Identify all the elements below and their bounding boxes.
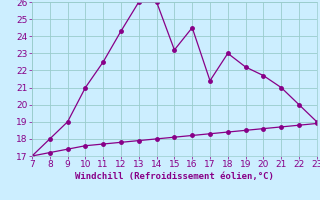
X-axis label: Windchill (Refroidissement éolien,°C): Windchill (Refroidissement éolien,°C)	[75, 172, 274, 181]
